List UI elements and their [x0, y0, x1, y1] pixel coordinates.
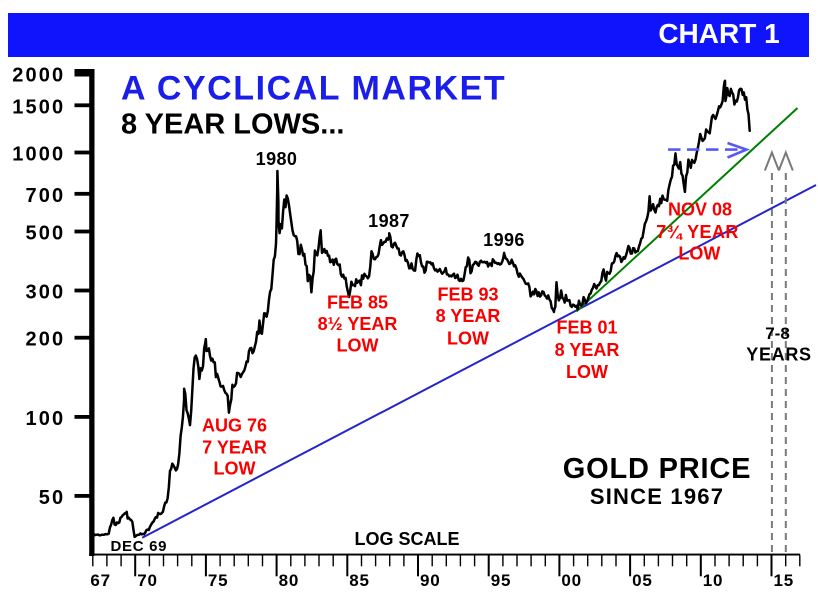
svg-text:GOLD PRICE: GOLD PRICE	[563, 453, 751, 485]
svg-text:A CYCLICAL MARKET: A CYCLICAL MARKET	[121, 70, 506, 108]
svg-text:7 YEAR: 7 YEAR	[202, 438, 267, 458]
svg-text:FEB 85: FEB 85	[327, 293, 388, 313]
svg-text:LOG SCALE: LOG SCALE	[354, 529, 459, 549]
svg-text:75: 75	[208, 571, 229, 590]
svg-text:YEARS: YEARS	[746, 345, 812, 365]
svg-text:8 YEAR: 8 YEAR	[436, 306, 501, 326]
svg-text:70: 70	[137, 571, 158, 590]
svg-text:1000: 1000	[12, 144, 65, 166]
svg-text:LOW: LOW	[447, 329, 489, 349]
svg-text:1996: 1996	[483, 230, 525, 250]
svg-text:00: 00	[561, 571, 582, 590]
svg-text:LOW: LOW	[214, 459, 256, 479]
svg-text:500: 500	[26, 223, 66, 245]
svg-text:200: 200	[26, 329, 66, 351]
svg-text:10: 10	[703, 571, 724, 590]
svg-text:1987: 1987	[368, 211, 410, 231]
svg-text:95: 95	[491, 571, 512, 590]
svg-text:CHART 1: CHART 1	[658, 18, 779, 49]
svg-text:100: 100	[26, 408, 66, 430]
svg-text:1500: 1500	[12, 96, 65, 118]
svg-text:LOW: LOW	[678, 244, 720, 264]
svg-text:SINCE 1967: SINCE 1967	[590, 484, 724, 509]
svg-text:80: 80	[279, 571, 300, 590]
svg-text:8 YEAR LOWS...: 8 YEAR LOWS...	[121, 109, 344, 141]
svg-text:FEB 93: FEB 93	[437, 285, 498, 305]
svg-text:1980: 1980	[256, 149, 298, 169]
svg-text:50: 50	[39, 487, 65, 509]
svg-text:DEC 69: DEC 69	[111, 538, 168, 555]
svg-text:15: 15	[774, 571, 795, 590]
svg-text:85: 85	[349, 571, 370, 590]
svg-text:700: 700	[26, 185, 66, 207]
svg-text:7-8: 7-8	[765, 324, 790, 343]
svg-text:LOW: LOW	[337, 336, 379, 356]
svg-text:2000: 2000	[12, 65, 65, 87]
svg-text:8½ YEAR: 8½ YEAR	[318, 314, 398, 334]
svg-text:AUG 76: AUG 76	[202, 416, 267, 436]
svg-text:90: 90	[420, 571, 441, 590]
svg-text:05: 05	[632, 571, 653, 590]
svg-text:LOW: LOW	[566, 362, 608, 382]
svg-text:300: 300	[26, 282, 66, 304]
svg-text:7¾ YEAR: 7¾ YEAR	[656, 222, 739, 242]
svg-text:NOV 08: NOV 08	[668, 200, 732, 220]
svg-text:67: 67	[90, 571, 111, 590]
svg-text:FEB 01: FEB 01	[556, 318, 617, 338]
svg-text:8 YEAR: 8 YEAR	[555, 340, 620, 360]
